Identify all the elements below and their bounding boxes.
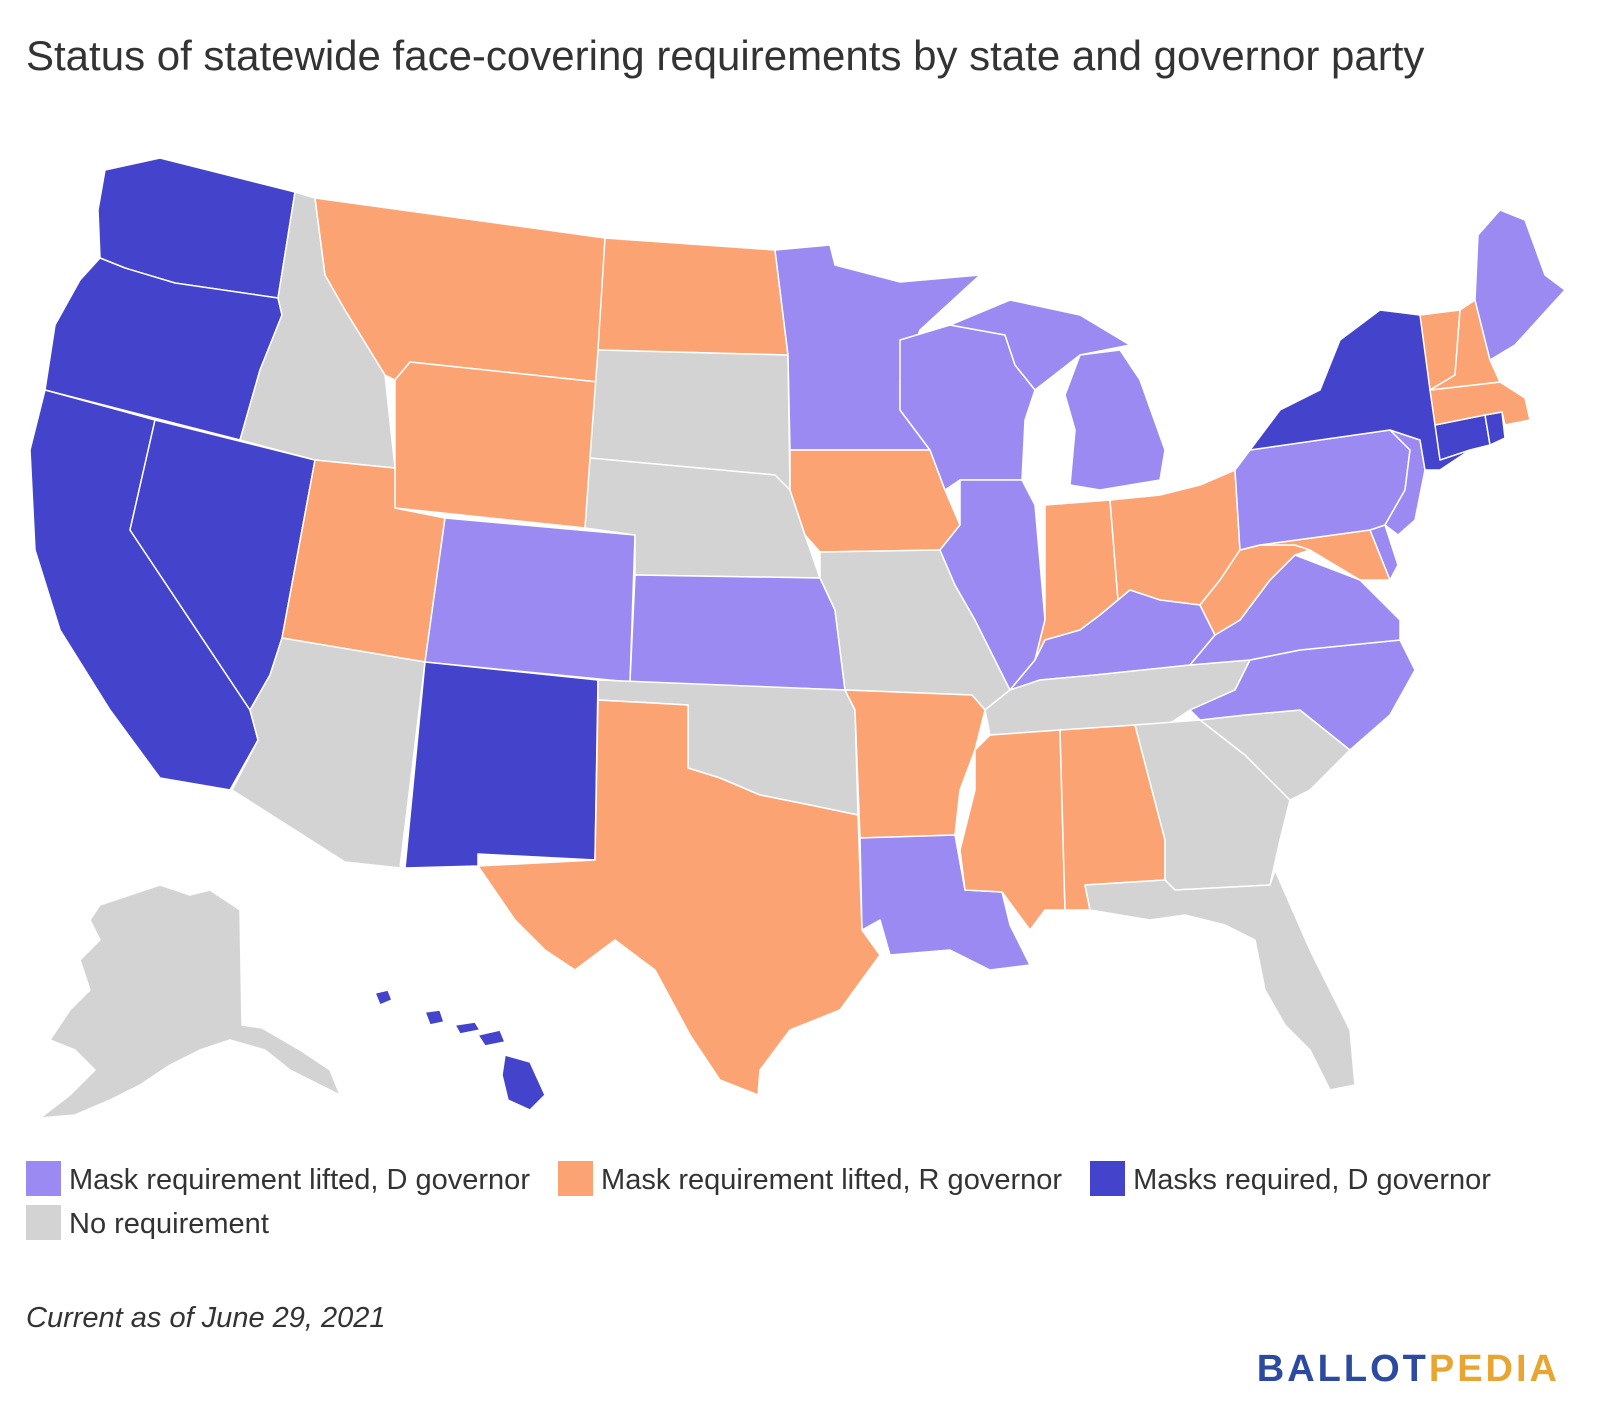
- legend-swatch: [26, 1205, 61, 1240]
- state-maine[interactable]: [1474, 209, 1566, 361]
- state-north-carolina[interactable]: [1189, 639, 1416, 751]
- state-new-mexico[interactable]: [404, 661, 599, 869]
- state-illinois[interactable]: [939, 479, 1046, 691]
- legend-label: Mask requirement lifted, R governor: [601, 1164, 1063, 1196]
- chart-title: Status of statewide face-covering requir…: [26, 32, 1425, 79]
- legend-swatch: [558, 1161, 594, 1196]
- state-texas[interactable]: [477, 699, 881, 1096]
- legend-item-lifted-d: Mask requirement lifted, D governor: [26, 1161, 530, 1196]
- state-kansas[interactable]: [629, 574, 846, 691]
- logo-part-pedia: PEDIA: [1428, 1348, 1560, 1390]
- state-michigan[interactable]: [949, 299, 1166, 491]
- us-map: [0, 150, 1600, 1140]
- state-massachusetts[interactable]: [1429, 381, 1531, 426]
- ballotpedia-logo: BALLOTPEDIA: [1257, 1348, 1560, 1391]
- date-note: Current as of June 29, 2021: [26, 1302, 386, 1334]
- legend-item-lifted-r: Mask requirement lifted, R governor: [558, 1161, 1063, 1196]
- state-north-dakota[interactable]: [597, 237, 789, 356]
- legend-label: No requirement: [69, 1208, 269, 1240]
- us-map-svg: [29, 157, 1566, 1119]
- legend-item-none: No requirement: [26, 1205, 269, 1240]
- state-iowa[interactable]: [789, 449, 961, 553]
- legend-label: Mask requirement lifted, D governor: [69, 1164, 530, 1196]
- legend-swatch: [1090, 1161, 1126, 1196]
- logo-part-ballot: BALLOT: [1256, 1348, 1429, 1390]
- state-alaska[interactable]: [39, 884, 341, 1119]
- state-hawaii[interactable]: [374, 989, 546, 1111]
- state-florida[interactable]: [1084, 869, 1356, 1091]
- state-arkansas[interactable]: [844, 689, 986, 839]
- legend: Mask requirement lifted, D governor Mask…: [26, 1158, 1546, 1246]
- legend-label: Masks required, D governor: [1133, 1164, 1491, 1196]
- state-colorado[interactable]: [424, 517, 636, 683]
- state-wyoming[interactable]: [394, 361, 599, 529]
- state-arizona[interactable]: [231, 637, 426, 869]
- legend-item-required-d: Masks required, D governor: [1090, 1161, 1491, 1196]
- legend-swatch: [26, 1161, 61, 1196]
